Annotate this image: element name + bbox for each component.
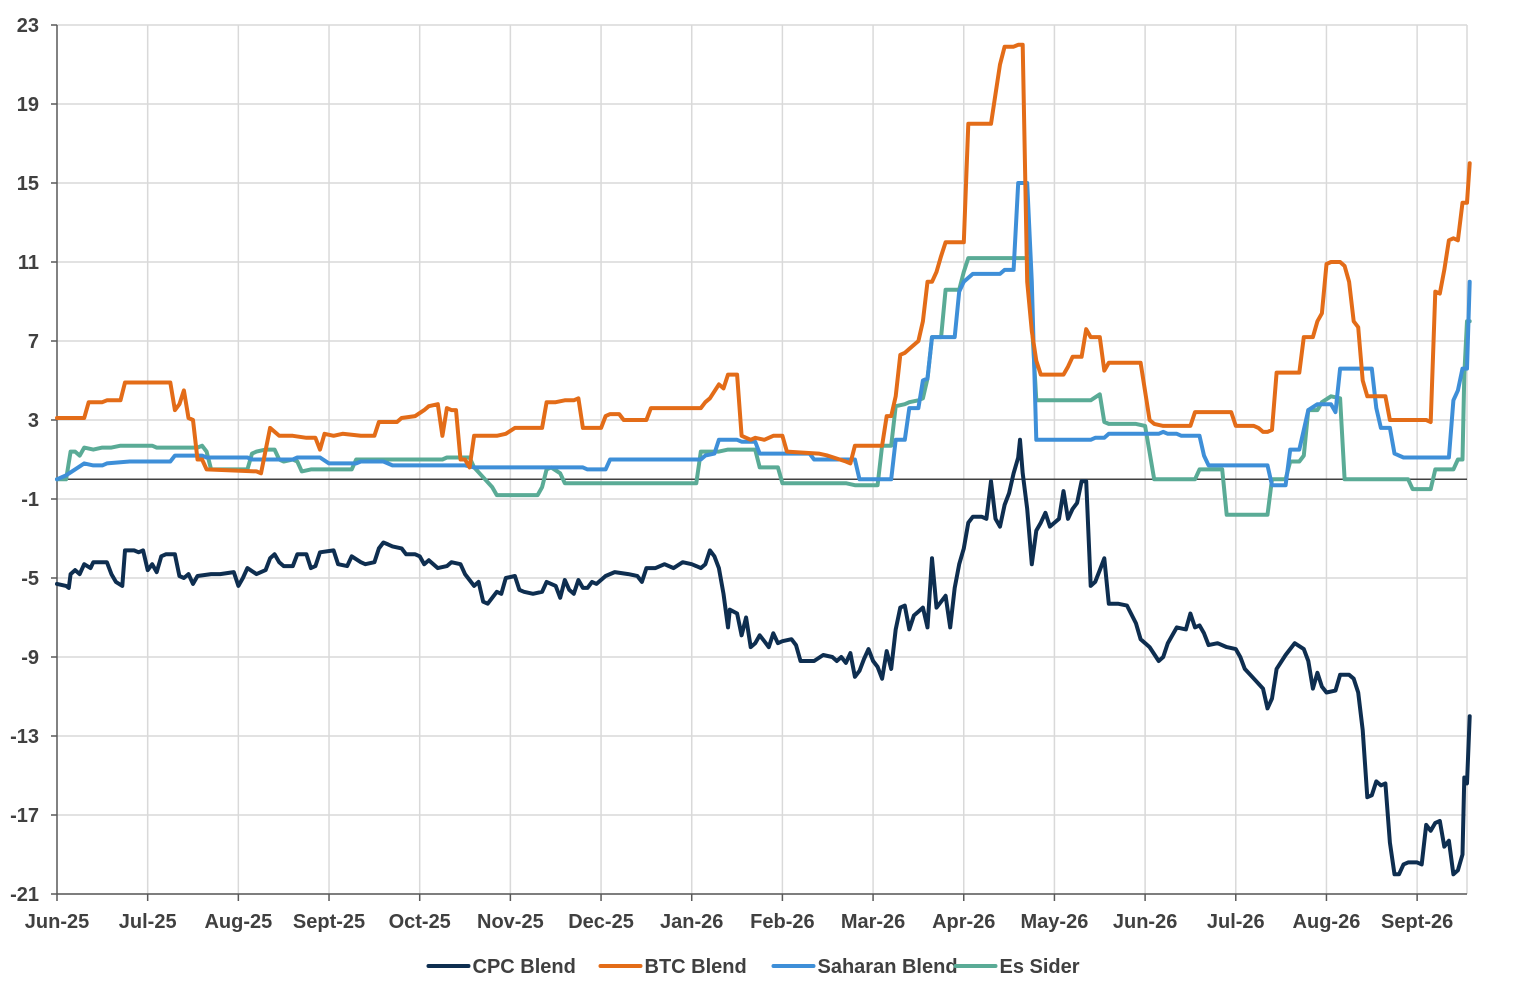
x-tick-label: Mar-26 — [841, 911, 905, 933]
legend-label: CPC Blend — [473, 956, 576, 978]
x-tick-label: Sept-25 — [293, 911, 365, 933]
legend-label: Saharan Blend — [818, 956, 958, 978]
x-tick-label: Jun-25 — [25, 911, 89, 933]
y-tick-labels: 23 19 15 11 7 3 -1 -5 -9 -13 -17 -21 — [10, 15, 39, 906]
axes — [51, 24, 1467, 901]
x-tick-label: Jan-26 — [660, 911, 723, 933]
y-tick-label: 15 — [17, 173, 39, 195]
series-lines — [55, 42, 1472, 877]
x-tick-label: Oct-25 — [389, 911, 451, 933]
x-tick-label: Jun-26 — [1113, 911, 1177, 933]
x-tick-label: Nov-25 — [477, 911, 544, 933]
y-tick-label: -9 — [21, 647, 39, 669]
x-tick-label: Feb-26 — [750, 911, 814, 933]
y-tick-label: 7 — [28, 331, 39, 353]
x-tick-label: May-26 — [1021, 911, 1089, 933]
y-tick-label: -17 — [10, 805, 39, 827]
y-tick-label: 23 — [17, 15, 39, 37]
legend-label: Es Sider — [1000, 956, 1080, 978]
y-tick-label: 19 — [17, 94, 39, 116]
legend: CPC Blend BTC Blend Saharan Blend Es Sider — [426, 956, 1080, 978]
y-tick-label: 11 — [18, 252, 39, 274]
series-line-cpc-blend — [55, 437, 1472, 877]
x-tick-label: Sept-26 — [1381, 911, 1453, 933]
series-line-btc-blend — [55, 42, 1472, 476]
x-tick-label: Jul-26 — [1207, 911, 1265, 933]
y-tick-label: -13 — [10, 726, 39, 748]
x-tick-label: Dec-25 — [568, 911, 634, 933]
legend-label: BTC Blend — [645, 956, 747, 978]
series-line-es-sider — [55, 256, 1472, 517]
series-line-saharan-blend — [55, 181, 1472, 488]
y-tick-label: -1 — [21, 489, 39, 511]
x-tick-label: Aug-25 — [204, 911, 272, 933]
y-tick-label: -21 — [10, 884, 39, 906]
x-tick-label: Jul-25 — [119, 911, 177, 933]
x-tick-label: Aug-26 — [1293, 911, 1361, 933]
y-tick-label: -5 — [21, 568, 39, 590]
x-tick-label: Apr-26 — [932, 911, 995, 933]
y-tick-label: 3 — [28, 410, 39, 432]
x-tick-labels: Jun-25 Jul-25 Aug-25 Sept-25 Oct-25 Nov-25 Dec… — [25, 911, 1453, 933]
